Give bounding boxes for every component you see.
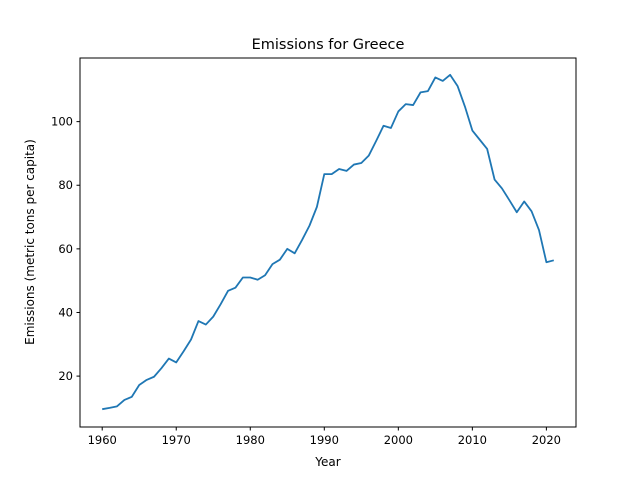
x-tick-label: 2000 — [384, 433, 413, 447]
x-tick-label: 2020 — [532, 433, 561, 447]
x-tick-label: 1960 — [88, 433, 117, 447]
x-tick-label: 2010 — [458, 433, 487, 447]
series-line — [102, 73, 555, 411]
y-axis: 20 40 60 80 100 — [51, 115, 80, 383]
y-tick-label: 40 — [58, 305, 73, 319]
x-tick-label: 1990 — [310, 433, 339, 447]
chart-title: Emissions for Greece — [252, 37, 405, 53]
x-axis-label: Year — [314, 455, 340, 469]
x-axis: 1960 1970 1980 1990 2000 2010 2020 — [88, 427, 561, 447]
y-tick-label: 100 — [51, 115, 73, 129]
plot-frame — [79, 57, 577, 428]
x-tick-label: 1970 — [162, 433, 191, 447]
y-tick-label: 20 — [58, 369, 73, 383]
y-tick-label: 60 — [58, 242, 73, 256]
y-tick-label: 80 — [58, 178, 73, 192]
series-layer — [102, 73, 555, 411]
y-axis-label: Emissions (metric tons per capita) — [23, 139, 37, 345]
x-tick-label: 1980 — [236, 433, 265, 447]
